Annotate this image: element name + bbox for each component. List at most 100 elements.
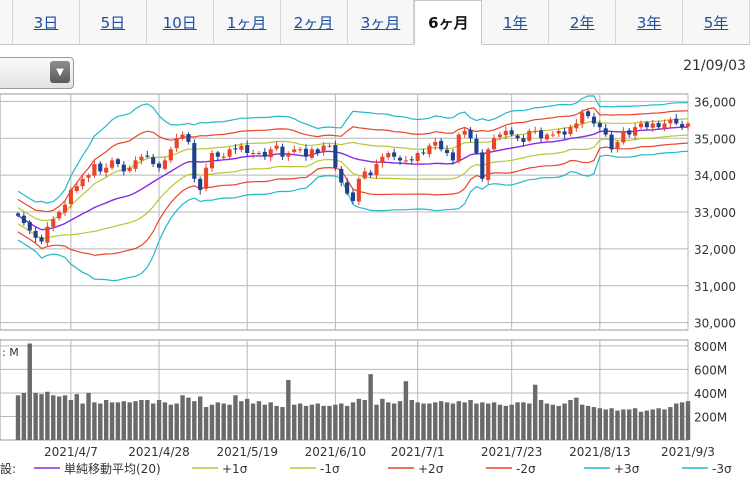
period-tabs: 3日 5日 10日 1ヶ月 2ヶ月 3ヶ月 6ヶ月 1年 2年 3年 5年: [0, 0, 750, 45]
volume-bar: [591, 407, 597, 440]
candlestick: [521, 138, 526, 142]
volume-bar: [444, 402, 450, 440]
candlestick: [280, 146, 285, 157]
candlestick: [362, 171, 367, 179]
volume-bar: [145, 400, 150, 440]
tab-2y[interactable]: 2年: [549, 0, 617, 44]
candlestick: [315, 149, 320, 153]
legend-label: -1σ: [320, 462, 340, 476]
tab-3m[interactable]: 3ヶ月: [348, 0, 415, 44]
price-tick-label: 34,000: [694, 169, 736, 183]
volume-bar: [333, 404, 338, 440]
legend-label: -2σ: [516, 462, 536, 476]
volume-bar: [233, 395, 238, 440]
volume-bar: [462, 402, 467, 440]
tab-2m[interactable]: 2ヶ月: [281, 0, 348, 44]
legend-label: +3σ: [614, 462, 640, 476]
volume-bar: [27, 343, 32, 440]
candlestick: [503, 130, 508, 136]
candlestick: [597, 122, 602, 128]
volume-bar: [127, 402, 132, 440]
chevron-down-icon[interactable]: ▼: [50, 61, 70, 83]
volume-bar: [280, 407, 285, 440]
volume-bar: [68, 400, 74, 440]
volume-bar: [521, 402, 526, 440]
candlestick: [544, 134, 550, 140]
volume-bar: [221, 403, 226, 440]
volume-bar: [197, 396, 203, 440]
tab-10d[interactable]: 10日: [147, 0, 214, 44]
volume-bar: [391, 403, 397, 440]
tab-1y[interactable]: 1年: [482, 0, 550, 44]
candlestick: [139, 156, 144, 161]
candlestick: [268, 149, 273, 158]
legend-prefix: 設:: [0, 461, 16, 476]
x-tick-label: 2021/4/28: [128, 445, 190, 459]
volume-panel-frame: [0, 339, 689, 441]
indicator-select[interactable]: ▼: [0, 57, 74, 89]
tab-previous[interactable]: [0, 0, 13, 44]
candlestick: [427, 145, 432, 155]
volume-bar: [139, 400, 144, 440]
volume-bar: [180, 395, 185, 440]
volume-bar: [15, 395, 21, 440]
tab-5d[interactable]: 5日: [80, 0, 147, 44]
volume-bar: [433, 402, 438, 440]
tab-3y[interactable]: 3年: [616, 0, 684, 44]
volume-bar: [668, 407, 673, 440]
candlestick: [468, 129, 473, 139]
candlestick: [491, 138, 497, 150]
candlestick: [374, 164, 379, 176]
price-tick-label: 32,000: [694, 243, 736, 257]
legend-label: -3σ: [712, 462, 732, 476]
candlestick: [339, 168, 344, 183]
candlestick: [509, 130, 514, 135]
candlestick: [104, 167, 109, 173]
volume-bar: [609, 408, 614, 440]
x-tick-label: 2021/5/19: [216, 445, 278, 459]
volume-bar: [156, 400, 162, 440]
tab-3d[interactable]: 3日: [13, 0, 80, 44]
candlestick: [403, 160, 408, 162]
volume-bar: [344, 405, 350, 440]
candlestick: [409, 159, 414, 161]
volume-bar: [556, 405, 561, 440]
candlestick: [221, 156, 226, 158]
candlestick: [568, 127, 573, 135]
volume-bar: [562, 403, 567, 440]
volume-bar: [679, 402, 685, 440]
price-tick-label: 30,000: [694, 317, 736, 331]
volume-bar: [192, 401, 197, 440]
tab-1m[interactable]: 1ヶ月: [214, 0, 281, 44]
candlestick: [350, 192, 356, 201]
candlestick: [133, 160, 138, 169]
price-tick-label: 31,000: [694, 280, 736, 294]
volume-bar: [485, 403, 491, 440]
candlestick: [580, 112, 585, 124]
volume-bar: [286, 380, 291, 440]
x-tick-label: 2021/8/13: [569, 445, 631, 459]
x-tick-label: 2021/9/3: [661, 445, 715, 459]
candlestick: [239, 145, 244, 150]
candlestick: [174, 138, 179, 149]
volume-bar: [274, 405, 279, 440]
candlestick: [98, 163, 103, 172]
candlestick: [515, 135, 520, 139]
volume-bar: [615, 410, 620, 440]
candlestick: [462, 130, 467, 135]
volume-bar: [362, 400, 367, 440]
volume-bar: [33, 392, 38, 440]
candlestick: [168, 149, 173, 161]
volume-bar: [503, 405, 509, 440]
tab-5y[interactable]: 5年: [683, 0, 750, 44]
tab-6m[interactable]: 6ヶ月: [414, 0, 483, 45]
candlestick: [115, 159, 120, 165]
candlestick: [433, 141, 438, 146]
volume-bar: [568, 400, 573, 440]
candlestick: [397, 157, 403, 161]
candlestick: [262, 151, 267, 157]
volume-bar: [415, 402, 420, 440]
volume-bar: [597, 408, 603, 440]
volume-bar: [550, 404, 556, 440]
legend-label: +2σ: [418, 462, 444, 476]
